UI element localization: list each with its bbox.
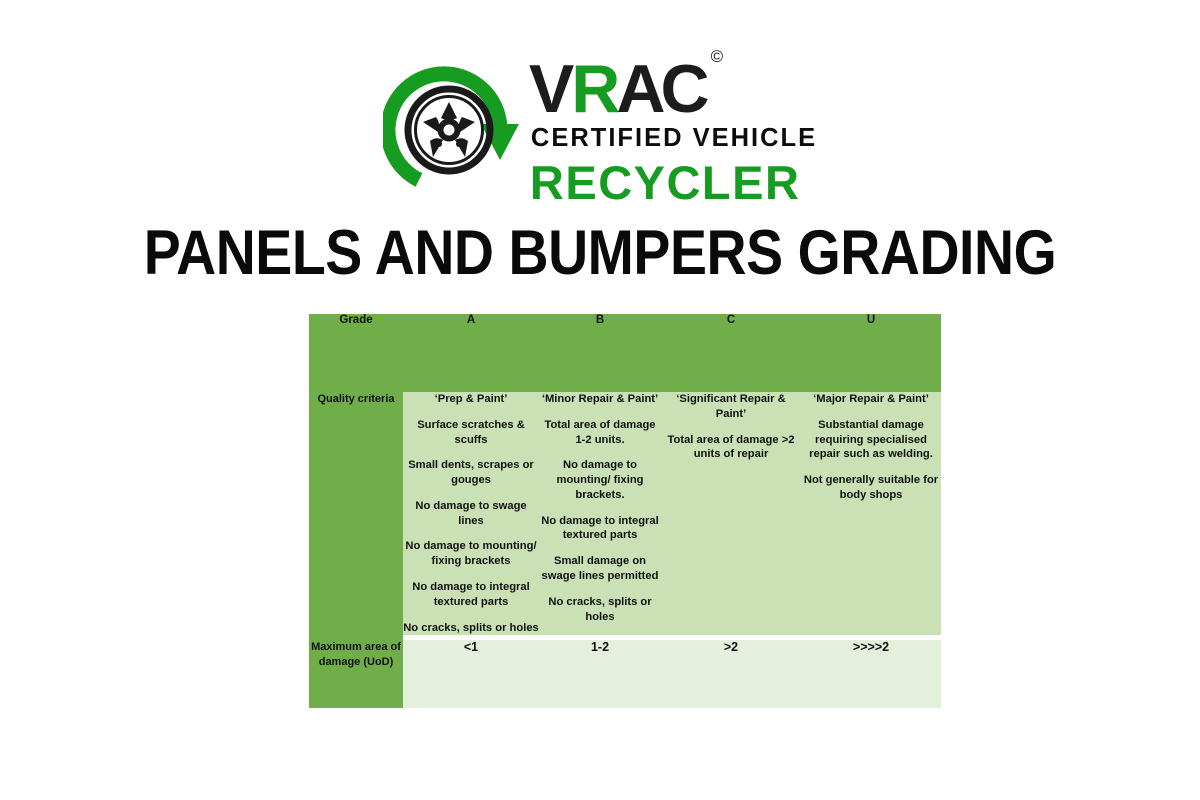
logo-letter-v: V	[528, 51, 574, 127]
vrac-recycle-wheel-logo-icon	[382, 58, 523, 198]
criteria-paragraph: Small dents, scrapes or gouges	[408, 459, 534, 487]
cell-maximum-area-u: >>>>2	[801, 640, 941, 709]
spacer-label	[309, 635, 403, 641]
cell-quality-criteria-a: ‘Prep & Paint’ Surface scratches & scuffs…	[403, 392, 539, 636]
criteria-paragraph: No damage to integral textured parts	[541, 514, 659, 542]
spacer-c	[661, 635, 801, 641]
table-row-spacer	[309, 635, 941, 641]
table-header-grade-b: B	[539, 314, 661, 392]
cell-maximum-area-c: >2	[661, 640, 801, 709]
criteria-paragraph: No damage to mounting/ fixing brackets.	[556, 459, 644, 501]
logo-wordmark-group: VRAC © CERTIFIED VEHICLE RECYCLER	[528, 48, 818, 210]
spacer-b	[539, 635, 661, 641]
logo-subline: RECYCLER	[529, 155, 801, 209]
criteria-paragraph: ‘Major Repair & Paint’	[813, 393, 929, 405]
cell-maximum-area-a: <1	[403, 640, 539, 709]
criteria-paragraph: Small damage on swage lines permitted	[541, 555, 659, 583]
table-header-grade: Grade	[309, 314, 403, 392]
table-row-maximum-area: Maximum area of damage (UoD) <1 1-2 >2 >…	[309, 640, 941, 709]
criteria-paragraph: ‘Prep & Paint’	[434, 393, 508, 405]
criteria-paragraph: ‘Minor Repair & Paint’	[541, 393, 659, 405]
cell-quality-criteria-c: ‘Significant Repair & Paint’ Total area o…	[661, 392, 801, 636]
criteria-paragraph: Total area of damage >2 units of repair	[667, 433, 795, 461]
criteria-paragraph: Substantial damage requiring specialised…	[809, 418, 933, 461]
brand-logo: VRAC © CERTIFIED VEHICLE RECYCLER	[0, 48, 1200, 209]
criteria-paragraph: No damage to swage lines	[415, 499, 527, 527]
row-label-quality-criteria: Quality criteria	[309, 392, 403, 636]
table-header-grade-c: C	[661, 314, 801, 392]
criteria-paragraph: No damage to mounting/ fixing brackets	[405, 540, 537, 568]
row-label-maximum-area: Maximum area of damage (UoD)	[309, 640, 403, 709]
criteria-paragraph: Total area of damage 1-2 units.	[544, 418, 656, 446]
criteria-paragraph: No cracks, splits or holes	[403, 621, 539, 634]
cell-quality-criteria-u: ‘Major Repair & Paint’ Substantial damage…	[801, 392, 941, 636]
criteria-paragraph: No cracks, splits or holes	[548, 595, 652, 623]
logo-letter-r: R	[571, 51, 620, 127]
panels-and-bumpers-grading-table: Grade A B C U Quality criteria ‘Prep & P…	[309, 314, 941, 709]
criteria-paragraph: Not generally suitable for body shops	[803, 474, 939, 501]
cell-quality-criteria-b: ‘Minor Repair & Paint’ Total area of dama…	[539, 392, 661, 636]
spacer-u	[801, 635, 941, 641]
spacer-a	[403, 635, 539, 641]
logo-tagline: CERTIFIED VEHICLE	[530, 123, 818, 152]
criteria-paragraph: Surface scratches & scuffs	[417, 418, 525, 446]
table-row-quality-criteria: Quality criteria ‘Prep & Paint’ Surface s…	[309, 392, 941, 636]
table-header-grade-a: A	[403, 314, 539, 392]
logo-letter-c: C	[660, 51, 709, 127]
copyright-icon: ©	[710, 47, 723, 67]
page-title: PANELS AND BUMPERS GRADING	[143, 218, 1057, 288]
criteria-paragraph: ‘Significant Repair & Paint’	[676, 393, 786, 420]
table-header-grade-u: U	[801, 314, 941, 392]
table-header-row: Grade A B C U	[309, 314, 941, 392]
cell-maximum-area-b: 1-2	[539, 640, 661, 709]
logo-letter-a: A	[616, 51, 665, 127]
logo-wordmark-vrac: VRAC ©	[528, 48, 817, 127]
logo-inner: VRAC © CERTIFIED VEHICLE RECYCLER	[382, 48, 818, 210]
criteria-paragraph: No damage to integral textured parts	[412, 581, 530, 608]
